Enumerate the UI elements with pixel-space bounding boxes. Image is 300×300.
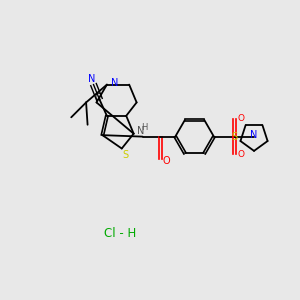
Text: Cl - H: Cl - H <box>104 227 136 240</box>
Text: N: N <box>111 78 118 88</box>
Text: N: N <box>137 126 145 136</box>
Text: C: C <box>95 94 101 103</box>
Text: O: O <box>237 114 244 123</box>
Text: S: S <box>232 132 238 142</box>
Text: N: N <box>88 74 96 84</box>
Text: O: O <box>163 156 170 166</box>
Text: S: S <box>122 150 128 160</box>
Text: N: N <box>250 130 257 140</box>
Text: H: H <box>141 123 147 132</box>
Text: O: O <box>237 150 244 159</box>
